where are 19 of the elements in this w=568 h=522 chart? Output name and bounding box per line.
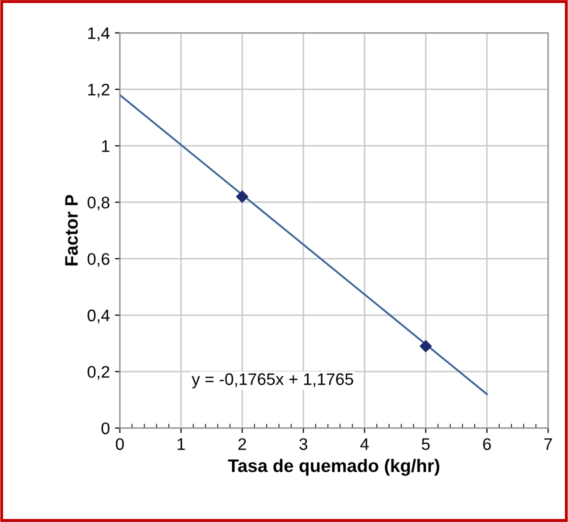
x-tick-label: 4 [360,438,369,450]
x-tick-label: 0 [116,438,124,450]
x-tick-label: 7 [544,438,552,450]
y-axis-title: Factor P [65,194,78,266]
x-tick-label: 5 [422,438,430,450]
y-tick-label: 0,4 [88,310,110,324]
y-tick-label: 0,2 [88,366,110,380]
y-tick-label: 1,4 [88,27,110,42]
x-axis-title: Tasa de quemado (kg/hr) [228,458,440,476]
y-tick-label: 0,8 [88,196,110,210]
y-tick-label: 1 [102,140,110,152]
x-tick-label: 1 [178,438,185,450]
x-tick-label: 6 [483,438,491,450]
annotation: y = -0,1765x + 1,1765 [192,373,354,388]
y-tick-label: 0,6 [88,253,110,267]
x-tick-label: 2 [238,438,246,450]
y-tick-label: 1,2 [88,84,110,98]
x-tick-label: 3 [299,438,308,450]
y-tick-label: 0 [102,422,110,434]
